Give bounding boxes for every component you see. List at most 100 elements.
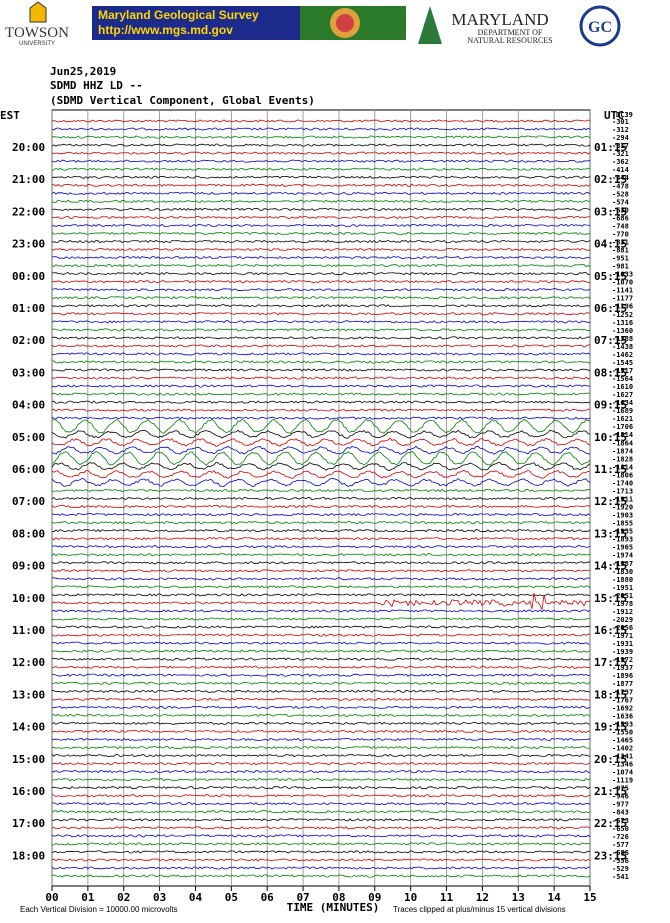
x-tick-label: 00	[45, 891, 58, 904]
right-header: UTC	[604, 109, 624, 122]
seismic-trace	[51, 451, 591, 466]
seismic-trace	[51, 336, 591, 340]
seismic-trace	[51, 328, 591, 332]
trace-offset: -1465	[612, 736, 633, 744]
trace-offset: -1874	[612, 447, 633, 455]
trace-offset: -1911	[612, 496, 633, 504]
trace-offset: -1341	[612, 753, 633, 761]
seismic-trace	[51, 360, 591, 364]
seismic-trace	[51, 794, 591, 798]
seismic-trace	[51, 143, 591, 147]
est-label: 13:00	[12, 688, 45, 701]
gc-logo: GC	[579, 5, 621, 47]
seismic-trace	[51, 199, 591, 203]
trace-offset: -1972	[612, 656, 633, 664]
date: Jun25,2019	[50, 65, 116, 78]
trace-offset: -1893	[612, 536, 633, 544]
est-label: 21:00	[12, 173, 45, 186]
seismic-trace	[51, 470, 591, 479]
est-label: 00:00	[12, 270, 45, 283]
seismic-trace	[51, 713, 591, 718]
seismic-trace	[52, 842, 591, 846]
x-tick-label: 14	[548, 891, 562, 904]
trace-offset: -1593	[612, 720, 633, 728]
seismic-trace	[51, 561, 591, 565]
seismic-trace	[51, 617, 591, 621]
trace-offset: -1621	[612, 415, 633, 423]
seismic-trace	[51, 271, 591, 276]
trace-offset: -1935	[612, 528, 633, 536]
trace-offset: -1402	[612, 744, 633, 752]
seismic-trace	[51, 769, 591, 774]
utc-label: 12:15	[594, 495, 627, 508]
trace-offset: -1196	[612, 303, 633, 311]
x-tick-label: 02	[117, 891, 130, 904]
description: (SDMD Vertical Component, Global Events)	[50, 94, 315, 107]
trace-offset: -1462	[612, 351, 633, 359]
mgs-banner: Maryland Geological Survey http://www.mg…	[92, 6, 406, 40]
seismic-trace	[51, 810, 591, 814]
dnr-logo: MARYLAND DEPARTMENT OF NATURAL RESOURCES	[418, 6, 553, 45]
logo-text: MARYLAND	[451, 10, 548, 29]
trace-offset: -1828	[612, 455, 633, 463]
seismic-trace	[51, 866, 591, 870]
seismic-trace	[51, 737, 591, 742]
trace-offset: -1880	[612, 576, 633, 584]
trace-offset: -573	[612, 817, 629, 825]
trace-offset: -1713	[612, 487, 633, 495]
trace-offset: -1965	[612, 544, 633, 552]
trace-offset: -321	[612, 150, 629, 158]
seismic-trace	[51, 593, 591, 597]
trace-offset: -528	[612, 190, 629, 198]
utc-label: 15:15	[594, 592, 627, 605]
trace-offset: -1074	[612, 769, 633, 777]
trace-offset: -881	[612, 247, 629, 255]
trace-offset: -444	[612, 174, 629, 182]
trace-offset: -1877	[612, 680, 633, 688]
utc-label: 02:15	[594, 173, 627, 186]
utc-label: 19:15	[594, 721, 627, 734]
seismic-trace	[51, 183, 591, 187]
trace-offset: -770	[612, 230, 629, 238]
seismic-trace	[51, 729, 591, 734]
trace-offset: -1252	[612, 311, 633, 319]
seismic-trace	[51, 400, 591, 404]
est-label: 05:00	[12, 431, 45, 444]
seismic-trace	[51, 641, 591, 645]
est-label: 11:00	[12, 624, 45, 637]
est-label: 07:00	[12, 495, 45, 508]
seismic-trace	[51, 786, 591, 790]
seismic-trace	[51, 850, 590, 854]
x-tick-label: 04	[189, 891, 203, 904]
seismic-trace	[51, 416, 591, 420]
trace-offset: -1939	[612, 648, 633, 656]
utc-label: 14:15	[594, 560, 627, 573]
seismic-trace	[51, 777, 591, 782]
seismic-trace	[51, 207, 591, 211]
seismic-trace	[51, 461, 591, 471]
trace-offset: -686	[612, 214, 629, 222]
trace-offset: -1740	[612, 479, 633, 487]
trace-offset: -1033	[612, 271, 633, 279]
seismic-trace	[51, 445, 591, 455]
trace-offset: -1737	[612, 688, 633, 696]
est-label: 14:00	[12, 721, 45, 734]
trace-offset: -1896	[612, 672, 633, 680]
trace-offset: -586	[612, 849, 629, 857]
x-tick-label: 12	[476, 891, 489, 904]
utc-label: 11:15	[594, 463, 627, 476]
utc-label: 16:15	[594, 624, 627, 637]
banner-url: http://www.mgs.md.gov	[98, 23, 233, 37]
seismic-trace	[51, 280, 591, 284]
x-tick-label: 09	[368, 891, 381, 904]
utc-label: 17:15	[594, 656, 627, 669]
trace-offset: -2051	[612, 592, 633, 600]
est-label: 15:00	[12, 753, 45, 766]
utc-label: 06:15	[594, 302, 627, 315]
est-label: 02:00	[12, 334, 45, 347]
logo-subtext: DEPARTMENT OF	[478, 28, 543, 37]
trace-offset: -1141	[612, 287, 633, 295]
utc-label: 23:15	[594, 849, 627, 862]
seismic-trace	[51, 665, 591, 669]
